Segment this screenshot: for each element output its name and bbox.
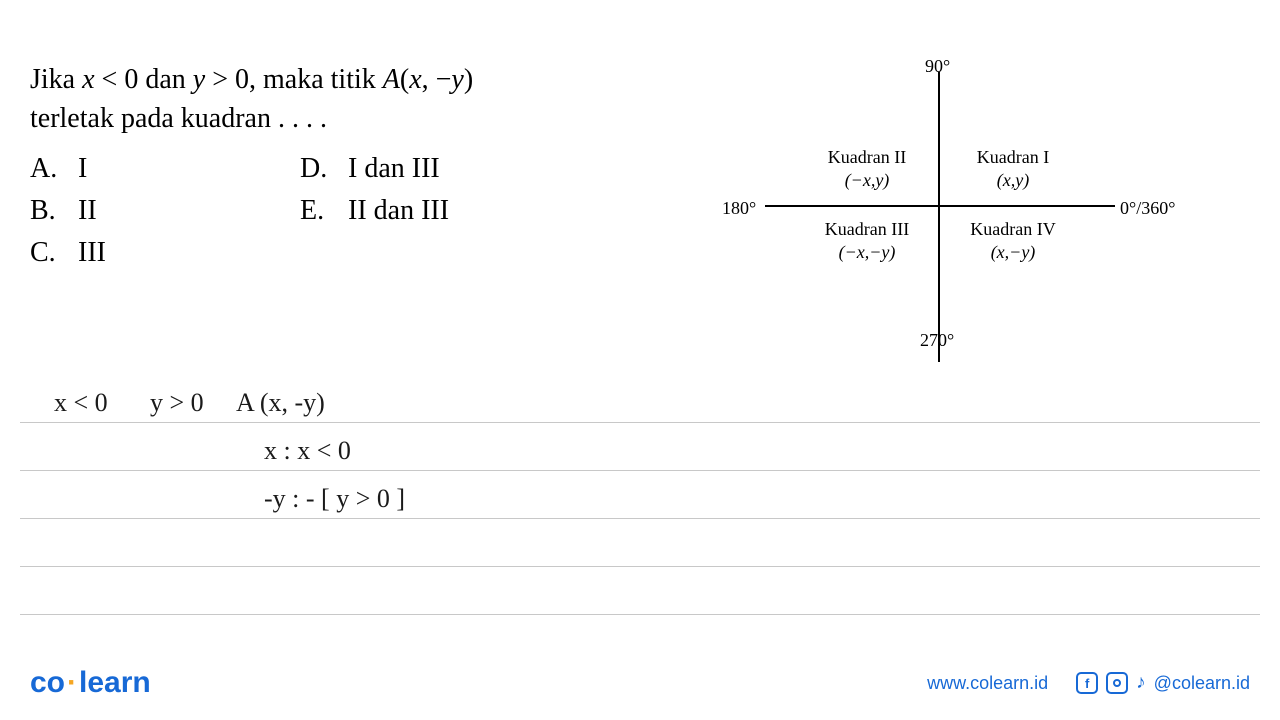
instagram-inner-icon [1113,679,1121,687]
quadrant-diagram: 90° 270° 180° 0°/360° Kuadran II (−x,y) … [720,50,1160,350]
option-c-key: C. [30,232,78,274]
option-b[interactable]: B. II [30,190,290,232]
handwriting-area: x < 0 y > 0 A (x, -y) x : x < 0 -y : - [… [20,375,1260,615]
hw-row-2: x : x < 0 [20,423,1260,471]
option-e-text: II dan III [348,190,449,232]
label-270deg: 270° [920,330,954,351]
option-b-key: B. [30,190,78,232]
options-grid: A. I D. I dan III B. II E. II dan III C.… [30,148,670,274]
horizontal-axis [765,205,1115,207]
option-d-key: D. [300,148,348,190]
q4-coord: (x,−y) [958,241,1068,264]
var-y: y [193,64,205,95]
hw-r2: x : x < 0 [54,436,351,466]
question-line-1: Jika x < 0 dan y > 0, maka titik A(x, −y… [30,60,670,99]
quadrant-1-label: Kuadran I (x,y) [958,146,1068,193]
quadrant-2-label: Kuadran II (−x,y) [812,146,922,193]
option-e[interactable]: E. II dan III [300,190,600,232]
point-x: x [409,64,421,95]
q3-title: Kuadran III [812,218,922,241]
text-post: > 0, maka titik [205,64,383,95]
point-y: y [451,64,463,95]
hw-r1-a: x < 0 [54,388,150,418]
hw-row-3: -y : - [ y > 0 ] [20,471,1260,519]
hw-r1-c: A (x, -y) [236,388,325,418]
quadrant-3-label: Kuadran III (−x,−y) [812,218,922,265]
q4-title: Kuadran IV [958,218,1068,241]
q2-coord: (−x,y) [812,169,922,192]
option-a-key: A. [30,148,78,190]
text-mid: < 0 dan [95,64,193,95]
q2-title: Kuadran II [812,146,922,169]
footer-right: www.colearn.id f ♪ @colearn.id [927,672,1250,694]
hw-r1-b: y > 0 [150,388,236,418]
facebook-icon: f [1076,672,1098,694]
question-block: Jika x < 0 dan y > 0, maka titik A(x, −y… [30,60,670,274]
q1-title: Kuadran I [958,146,1068,169]
option-a-text: I [78,148,87,190]
brand-logo: co·learn [30,666,151,700]
option-c-text: III [78,232,106,274]
website-url: www.colearn.id [927,673,1048,694]
text-pre: Jika [30,64,82,95]
q3-coord: (−x,−y) [812,241,922,264]
paren-close: ) [464,64,473,95]
footer: co·learn www.colearn.id f ♪ @colearn.id [30,666,1250,700]
logo-dot-icon: · [65,666,79,699]
instagram-icon [1106,672,1128,694]
option-d-text: I dan III [348,148,440,190]
tiktok-icon: ♪ [1136,672,1146,694]
quadrant-4-label: Kuadran IV (x,−y) [958,218,1068,265]
social-icons: f ♪ @colearn.id [1076,672,1250,694]
hw-row-5 [20,567,1260,615]
logo-co: co [30,666,65,699]
vertical-axis [938,72,940,362]
hw-r3: -y : - [ y > 0 ] [54,484,405,514]
option-d[interactable]: D. I dan III [300,148,600,190]
point-sep: , − [422,64,452,95]
hw-row-4 [20,519,1260,567]
option-e-key: E. [300,190,348,232]
label-0deg: 0°/360° [1120,198,1175,219]
paren-open: ( [400,64,409,95]
option-b-text: II [78,190,97,232]
option-c[interactable]: C. III [30,232,290,274]
point-label: A [383,64,400,95]
q1-coord: (x,y) [958,169,1068,192]
question-line-2: terletak pada kuadran . . . . [30,99,670,138]
hw-row-1: x < 0 y > 0 A (x, -y) [20,375,1260,423]
logo-learn: learn [79,666,151,699]
label-90deg: 90° [925,56,950,77]
label-180deg: 180° [722,198,756,219]
social-handle: @colearn.id [1154,673,1250,694]
var-x: x [82,64,94,95]
option-a[interactable]: A. I [30,148,290,190]
